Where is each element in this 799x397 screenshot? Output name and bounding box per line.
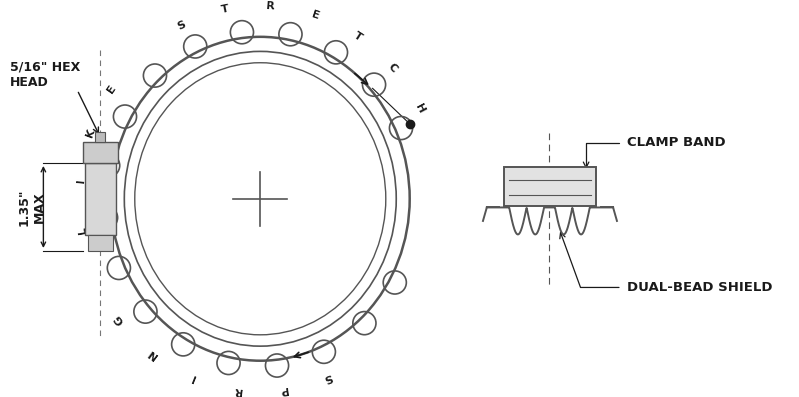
Text: K: K: [85, 127, 97, 139]
Text: T: T: [352, 30, 364, 43]
Bar: [95, 132, 105, 142]
Text: S: S: [176, 19, 187, 32]
Text: P: P: [279, 385, 288, 395]
Bar: [88, 235, 113, 251]
Text: E: E: [105, 83, 118, 95]
Text: S: S: [322, 372, 333, 384]
Text: N: N: [146, 347, 159, 360]
Text: H: H: [413, 102, 426, 115]
Bar: [504, 167, 596, 206]
Text: R: R: [266, 1, 276, 12]
Text: C: C: [387, 62, 400, 75]
Bar: [85, 163, 116, 235]
Bar: [83, 142, 117, 163]
Text: I: I: [76, 178, 86, 183]
Text: I: I: [189, 372, 197, 383]
Text: DUAL-BEAD SHIELD: DUAL-BEAD SHIELD: [626, 281, 772, 294]
Text: G: G: [113, 312, 126, 326]
Text: R: R: [233, 384, 242, 395]
Text: L: L: [77, 226, 88, 234]
Text: 1.35"
MAX: 1.35" MAX: [18, 188, 46, 226]
Text: 5/16" HEX
HEAD: 5/16" HEX HEAD: [10, 61, 80, 89]
Text: T: T: [220, 4, 229, 15]
Text: CLAMP BAND: CLAMP BAND: [626, 136, 725, 149]
Text: E: E: [311, 10, 321, 21]
